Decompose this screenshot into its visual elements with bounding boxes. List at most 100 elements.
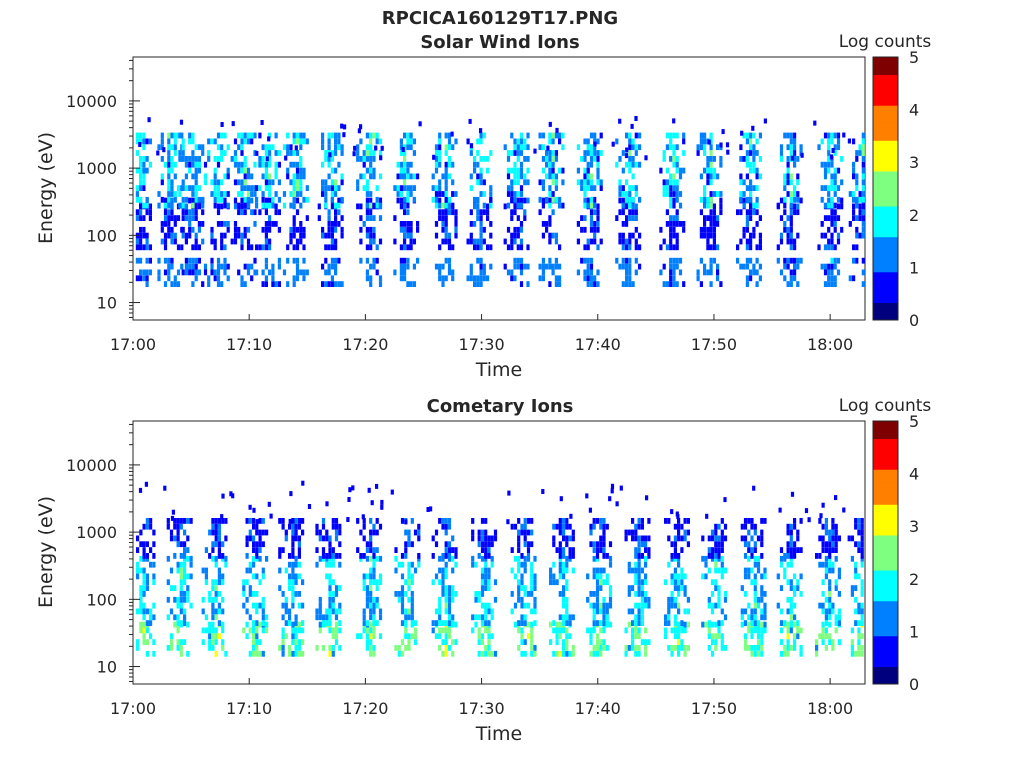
cometary-cell [789, 585, 793, 591]
cometary-cell [258, 518, 262, 524]
solar-wind-cell [194, 257, 198, 264]
solar-wind-cell [142, 269, 146, 276]
solar-wind-cell [188, 209, 192, 216]
solar-wind-cell [855, 215, 859, 221]
solar-wind-cell [343, 124, 347, 130]
solar-wind-cell [833, 179, 837, 186]
solar-wind-cell [551, 150, 555, 156]
solar-wind-cell [783, 257, 787, 264]
cometary-cell [793, 621, 797, 628]
cometary-cell [608, 602, 613, 609]
cometary-cell [793, 602, 797, 609]
cometary-cell [477, 529, 481, 536]
cometary-cell [471, 627, 475, 634]
cometary-cell [378, 608, 383, 615]
cometary-cell [315, 547, 319, 553]
cometary-cell [245, 633, 249, 640]
solar-wind-cell [589, 179, 594, 186]
cometary-cell [714, 541, 718, 548]
cometary-cell [397, 596, 401, 603]
solar-wind-cell [672, 202, 676, 209]
solar-wind-cell [580, 156, 584, 162]
solar-wind-cell [596, 209, 600, 216]
solar-wind-cell [170, 191, 174, 197]
cometary-colorbar-segment [873, 491, 898, 497]
solar-wind-cell [513, 144, 517, 151]
cometary-cell [325, 535, 329, 542]
solar-wind-cell [334, 215, 338, 221]
cometary-cell [523, 591, 527, 597]
solar-wind-cell [675, 244, 679, 251]
solar-wind-cell [163, 197, 168, 204]
cometary-cell [297, 547, 301, 553]
cometary-cell [255, 529, 259, 536]
cometary-cell [647, 535, 651, 542]
cometary-cell [217, 602, 221, 609]
cometary-cell [444, 627, 448, 634]
solar-wind-cell [250, 275, 254, 282]
cometary-cell [208, 553, 212, 559]
solar-wind-cell [489, 196, 493, 203]
solar-wind-cell [431, 196, 435, 203]
solar-wind-cell [216, 196, 221, 203]
solar-wind-cell [479, 232, 483, 239]
solar-wind-cell [669, 191, 673, 197]
solar-wind-cell [548, 185, 552, 191]
cometary-colorbar-segment [873, 543, 898, 549]
cometary-cell [441, 627, 445, 634]
solar-wind-cell [447, 238, 452, 245]
cometary-cell [677, 535, 681, 542]
cometary-cell [365, 591, 369, 597]
solar-wind-cell [755, 150, 759, 156]
solar-wind-cell [220, 221, 224, 227]
cometary-cell [136, 535, 140, 542]
cometary-cell [365, 585, 369, 591]
solar-wind-cell [745, 132, 749, 139]
cometary-cell [369, 621, 373, 628]
cometary-cell [637, 585, 641, 591]
solar-wind-cell [292, 161, 296, 168]
cometary-cell [673, 555, 677, 562]
cometary-cell [608, 561, 613, 568]
solar-wind-cell [506, 173, 511, 180]
solar-wind-cell [858, 232, 862, 239]
cometary-cell [608, 496, 612, 502]
solar-wind-colorbar-segment [873, 302, 898, 308]
solar-wind-cell [558, 281, 562, 287]
solar-wind-cell [302, 132, 306, 139]
cometary-cell [701, 535, 705, 542]
cometary-cell [186, 555, 190, 562]
solar-wind-cell [139, 132, 143, 139]
solar-wind-cell [188, 221, 192, 227]
solar-wind-cell [796, 281, 800, 287]
solar-wind-cell [709, 132, 713, 139]
cometary-cell [565, 596, 569, 603]
cometary-cell [533, 555, 537, 562]
cometary-cell [673, 523, 677, 530]
solar-wind-cell [615, 161, 619, 168]
solar-wind-cell [628, 257, 632, 264]
solar-wind-cell [372, 167, 376, 174]
solar-wind-cell [369, 244, 373, 251]
solar-wind-cell [827, 138, 831, 145]
cometary-cell [565, 639, 569, 645]
cometary-colorbar-segment [873, 460, 898, 466]
cometary-cell [717, 585, 721, 591]
solar-wind-cell [295, 167, 300, 174]
solar-wind-cell [145, 209, 149, 216]
solar-wind-cell [749, 275, 753, 282]
cometary-cell [173, 523, 177, 530]
cometary-cell [599, 639, 603, 645]
cometary-cell [860, 535, 864, 542]
cometary-cell [592, 591, 596, 597]
cometary-cell [592, 602, 596, 609]
cometary-cell [763, 614, 767, 621]
solar-wind-cell [284, 155, 288, 161]
cometary-cell [834, 495, 838, 501]
cometary-cell [444, 608, 448, 615]
cometary-cell [637, 541, 641, 548]
cometary-cell [558, 561, 562, 568]
solar-wind-cell [406, 221, 410, 227]
cometary-cell [404, 547, 408, 553]
solar-wind-cell [709, 138, 713, 145]
